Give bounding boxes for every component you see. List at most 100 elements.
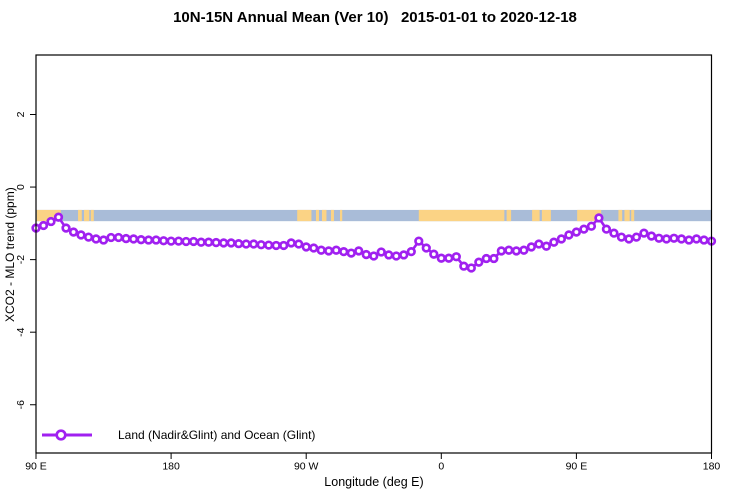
data-point <box>158 236 169 246</box>
y-tick-label: 2 <box>15 111 27 117</box>
data-point <box>489 253 499 264</box>
data-point <box>173 236 184 246</box>
chart-title: 10N-15N Annual Mean (Ver 10) 2015-01-01 … <box>173 9 577 26</box>
map-band-land-segment <box>624 209 630 222</box>
data-point <box>233 239 244 249</box>
data-point <box>459 261 469 271</box>
data-point <box>68 227 79 237</box>
data-point <box>429 249 439 259</box>
data-point <box>203 237 214 247</box>
data-point <box>83 232 94 242</box>
data-point <box>556 234 567 244</box>
data-point <box>444 253 454 263</box>
x-tick-label: 90 E <box>566 461 588 473</box>
map-band-land-segment <box>84 209 90 222</box>
data-point <box>98 235 109 245</box>
data-point <box>309 243 319 253</box>
data-point <box>684 235 694 245</box>
map-band-land-segment <box>330 209 334 222</box>
y-tick-label: -6 <box>15 400 27 409</box>
y-tick-label: -4 <box>15 327 27 336</box>
data-point <box>361 249 371 260</box>
map-band-land-segment <box>618 209 623 222</box>
data-point <box>466 263 476 273</box>
data-point <box>196 237 206 247</box>
data-point <box>661 234 672 244</box>
data-point <box>436 253 446 263</box>
data-point <box>331 245 341 255</box>
map-band-land-segment <box>321 209 327 222</box>
data-point <box>414 236 424 246</box>
x-tick-label: 0 <box>438 461 444 473</box>
data-point <box>143 235 154 245</box>
y-axis-label: XCO2 - MLO trend (ppm) <box>3 187 17 323</box>
data-point <box>526 242 537 252</box>
data-point <box>624 234 634 244</box>
data-point <box>218 238 229 248</box>
data-point <box>421 243 431 253</box>
data-point <box>294 239 304 249</box>
data-point <box>113 232 124 243</box>
map-band-land-segment <box>297 209 312 222</box>
data-point <box>46 216 56 227</box>
data-point <box>571 227 582 237</box>
data-point <box>391 251 401 261</box>
data-point <box>594 213 604 223</box>
data-point <box>549 237 559 247</box>
x-axis-label: Longitude (deg E) <box>324 475 424 489</box>
data-point <box>151 235 161 245</box>
data-point <box>279 240 289 251</box>
data-point <box>534 239 544 249</box>
y-tick-label: 0 <box>15 184 27 190</box>
data-point <box>61 223 71 233</box>
legend-marker-sample <box>55 429 67 441</box>
data-point <box>181 236 191 247</box>
data-point <box>654 233 664 243</box>
data-point <box>669 233 679 243</box>
data-point <box>406 246 416 257</box>
map-band-land-segment <box>90 209 94 222</box>
data-point <box>226 238 236 248</box>
data-point <box>346 248 356 258</box>
data-point <box>631 232 642 242</box>
data-point <box>136 235 146 245</box>
data-point <box>271 240 281 251</box>
map-band-land-segment <box>78 209 82 222</box>
data-point <box>128 234 139 244</box>
data-point <box>91 234 101 244</box>
data-point <box>211 237 221 248</box>
map-band-land-segment <box>541 209 551 222</box>
data-point <box>316 245 326 255</box>
data-point <box>324 246 334 256</box>
data-point <box>699 235 709 245</box>
data-point <box>601 224 612 234</box>
map-band-land-segment <box>315 209 319 222</box>
data-point <box>188 236 199 247</box>
data-point <box>121 233 131 244</box>
data-point <box>691 234 702 244</box>
data-point <box>354 246 364 256</box>
map-band-land-segment <box>577 209 602 222</box>
data-point <box>504 245 514 255</box>
data-point <box>384 250 394 260</box>
map-band-land-segment <box>339 209 343 222</box>
data-point <box>646 231 657 241</box>
data-point <box>541 241 552 251</box>
x-tick-label: 90 E <box>25 461 47 473</box>
data-point <box>76 230 86 240</box>
data-point <box>369 251 379 261</box>
x-tick-label: 180 <box>162 461 180 473</box>
data-point <box>241 239 251 249</box>
data-point <box>53 212 64 222</box>
data-point <box>676 234 687 244</box>
data-point <box>639 228 649 238</box>
data-point <box>399 250 409 260</box>
x-tick-label: 90 W <box>294 461 319 473</box>
map-band-land-segment <box>631 209 635 222</box>
data-point <box>616 232 627 242</box>
data-point <box>474 257 484 267</box>
map-band-land-segment <box>532 209 540 222</box>
data-point <box>339 246 349 257</box>
plot-border <box>35 54 713 454</box>
